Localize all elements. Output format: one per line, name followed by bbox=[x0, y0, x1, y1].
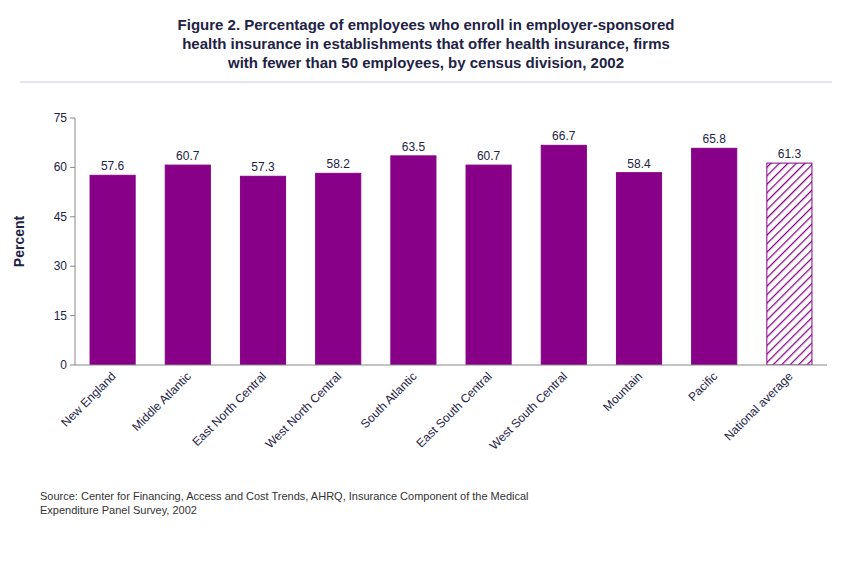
data-label: 60.7 bbox=[477, 149, 501, 163]
bar bbox=[616, 173, 661, 365]
x-tick-label: East South Central bbox=[414, 369, 495, 450]
y-tick-label: 30 bbox=[54, 259, 68, 273]
data-label: 63.5 bbox=[402, 140, 426, 154]
bar bbox=[391, 156, 436, 365]
bar bbox=[240, 176, 285, 365]
data-label: 58.2 bbox=[327, 157, 351, 171]
x-tick-label: Pacific bbox=[685, 369, 720, 404]
chart-container: Figure 2. Percentage of employees who en… bbox=[0, 0, 852, 576]
y-tick-label: 15 bbox=[54, 309, 68, 323]
y-axis-label: Percent bbox=[11, 215, 27, 267]
x-axis-line bbox=[75, 365, 827, 366]
title-line: health insurance in establishments that … bbox=[182, 35, 670, 52]
y-tick-label: 45 bbox=[54, 210, 68, 224]
source-line: Source: Center for Financing, Access and… bbox=[40, 490, 529, 502]
y-tick bbox=[70, 365, 75, 366]
bars bbox=[90, 145, 812, 365]
x-tick-label: Mountain bbox=[600, 369, 645, 414]
bar bbox=[541, 145, 586, 365]
title: Figure 2. Percentage of employees who en… bbox=[178, 16, 675, 71]
x-tick-label: South Atlantic bbox=[358, 369, 420, 431]
y-axis-line bbox=[75, 118, 76, 365]
bar bbox=[466, 165, 511, 365]
x-tick-label: New England bbox=[58, 369, 118, 429]
title-line: Figure 2. Percentage of employees who en… bbox=[178, 16, 675, 33]
y-tick-label: 60 bbox=[54, 160, 68, 174]
chart: Figure 2. Percentage of employees who en… bbox=[0, 0, 852, 576]
y-tick-label: 0 bbox=[60, 358, 67, 372]
data-label: 66.7 bbox=[552, 129, 576, 143]
y-tick-label: 75 bbox=[54, 111, 68, 125]
x-tick-label: Middle Atlantic bbox=[129, 369, 194, 434]
y-tick bbox=[70, 216, 75, 217]
data-label: 60.7 bbox=[176, 149, 200, 163]
y-tick bbox=[70, 315, 75, 316]
data-label: 65.8 bbox=[703, 132, 727, 146]
bar bbox=[692, 148, 737, 365]
title-line: with fewer than 50 employees, by census … bbox=[227, 54, 624, 71]
data-label: 57.6 bbox=[101, 159, 125, 173]
y-tick bbox=[70, 167, 75, 168]
bar bbox=[767, 163, 812, 365]
x-tick-label: National average bbox=[721, 369, 795, 443]
x-tick-label: West South Central bbox=[487, 369, 570, 452]
data-label: 58.4 bbox=[627, 157, 651, 171]
source-line: Expenditure Panel Survey, 2002 bbox=[40, 504, 197, 516]
source: Source: Center for Financing, Access and… bbox=[40, 490, 529, 516]
data-label: 57.3 bbox=[251, 160, 275, 174]
data-label: 61.3 bbox=[778, 147, 802, 161]
x-tick-label: West North Central bbox=[262, 369, 344, 451]
bar bbox=[90, 175, 135, 365]
bar bbox=[165, 165, 210, 365]
y-tick bbox=[70, 118, 75, 119]
bar bbox=[316, 173, 361, 365]
separator bbox=[20, 82, 832, 83]
x-tick-label: East North Central bbox=[189, 369, 269, 449]
y-tick bbox=[70, 266, 75, 267]
